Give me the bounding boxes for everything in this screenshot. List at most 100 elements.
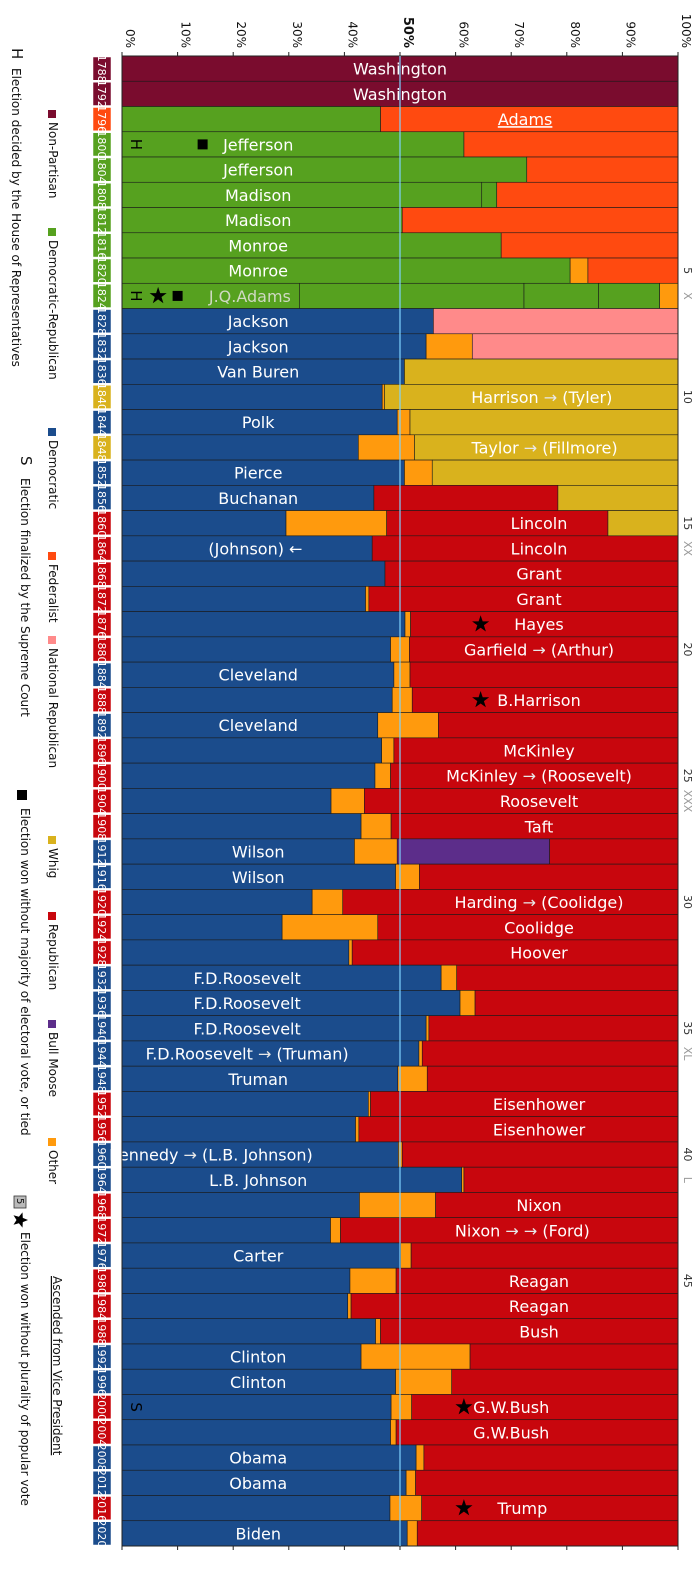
- square-legend-text: Election won without majority of elector…: [18, 808, 32, 1136]
- bar-segment: [121, 636, 391, 663]
- bar-segment: [121, 1495, 391, 1522]
- x-tick-label: 10%: [179, 21, 193, 48]
- bar-segment: [121, 586, 366, 612]
- election-row: 1796 Adams: [92, 105, 679, 133]
- winner-label: McKinley → (Roosevelt): [446, 767, 632, 786]
- year-label: 1808: [95, 181, 108, 209]
- election-row: 1972 Nixon → → (Ford): [92, 1216, 679, 1244]
- x-tick-label: 60%: [457, 21, 471, 48]
- bar-segment: [380, 106, 679, 133]
- year-box: [92, 637, 112, 662]
- election-row: 1864 Lincoln (Johnson) ←: [92, 534, 679, 562]
- bar-segment: [390, 1419, 397, 1446]
- year-box: [92, 410, 112, 435]
- vp-arrow: →: [253, 1045, 277, 1064]
- election-row: 1964 L.B. Johnson: [92, 1166, 679, 1194]
- year-box: [92, 561, 112, 586]
- year-box: [92, 1117, 112, 1142]
- bar-segment: [598, 282, 660, 309]
- winner-label: Adams: [498, 110, 553, 129]
- year-box: [92, 713, 112, 738]
- bar-segment: [121, 687, 393, 713]
- winner-label: G.W.Bush: [473, 1423, 549, 1442]
- election-row: 2016 Trump: [92, 1494, 679, 1522]
- bar-segment: [121, 308, 434, 335]
- year-box: [92, 587, 112, 611]
- winner-label: Monroe: [228, 262, 288, 281]
- vp-arrow: →: [518, 767, 542, 786]
- winner-label: McKinley: [503, 741, 574, 760]
- bar-segment: [121, 1267, 351, 1294]
- year-label: 1888: [95, 686, 108, 714]
- election-row: 1968 Nixon: [92, 1191, 679, 1219]
- election-row: 1940 F.D.Roosevelt: [92, 1014, 679, 1042]
- year-box: [92, 536, 112, 561]
- bar-segment: [370, 1091, 679, 1117]
- year-label: 1788: [95, 55, 108, 83]
- election-row: 2004 G.W.Bush: [92, 1418, 679, 1446]
- bar-segment: [121, 1015, 427, 1042]
- square-marker: [197, 139, 208, 150]
- election-row: 1788 Washington: [92, 55, 679, 83]
- year-label: 1800: [95, 130, 108, 158]
- election-row: 1944 F.D.Roosevelt → (Truman): [92, 1040, 679, 1068]
- winner-label: Trump: [496, 1499, 547, 1518]
- year-box: [92, 1294, 112, 1318]
- election-row: 1920 Harding → (Coolidge): [92, 888, 679, 916]
- year-label: 1960: [95, 1141, 108, 1169]
- year-label: 1900: [95, 762, 108, 790]
- bar-segment: [523, 282, 599, 309]
- bar-segment: [357, 434, 415, 461]
- bar-segment: [347, 1293, 352, 1320]
- bar-segment: [569, 257, 589, 284]
- year-box: [92, 1470, 112, 1495]
- bar-segment: [121, 384, 383, 410]
- year-label: 1892: [95, 711, 108, 739]
- election-row: 1808 Madison: [92, 181, 679, 209]
- election-row: 1952 Eisenhower: [92, 1090, 679, 1118]
- bar-segment: [395, 1267, 679, 1294]
- bar-segment: [121, 737, 382, 764]
- year-label: 1984: [95, 1292, 108, 1320]
- bar-segment: [360, 1343, 471, 1370]
- bar-segment: [431, 459, 679, 486]
- year-box: [92, 1268, 112, 1293]
- bar-segment: [121, 889, 313, 915]
- bar-segment: [410, 611, 679, 638]
- year-label: 1972: [95, 1216, 108, 1244]
- vp-successor: (Arthur): [551, 640, 614, 659]
- year-box: [92, 1142, 112, 1167]
- winner-label: Nixon → → (Ford): [455, 1221, 590, 1240]
- bar-segment: [374, 762, 391, 789]
- year-box: [92, 1218, 112, 1243]
- bar-segment: [121, 838, 355, 865]
- bar-segment: [421, 1040, 679, 1067]
- bar-segment: [409, 661, 679, 688]
- bar-segment: [401, 207, 679, 234]
- election-row: 1984 Reagan: [92, 1292, 679, 1320]
- election-row: 1800 Jefferson H: [92, 130, 679, 158]
- bar-segment: [607, 510, 679, 537]
- bar-segment: [384, 560, 679, 587]
- year-label: 1964: [95, 1166, 108, 1194]
- year-label: 1872: [95, 585, 108, 613]
- year-box: [92, 1167, 112, 1192]
- bar-segment: [405, 1469, 416, 1496]
- bar-segment: [121, 1040, 420, 1067]
- winner-label: Van Buren: [217, 363, 299, 382]
- year-box: [92, 1369, 112, 1394]
- year-label: 1812: [95, 206, 108, 234]
- legend-label-federalist: Federalist: [46, 564, 60, 623]
- bar-segment: [373, 485, 559, 511]
- year-box: [92, 1395, 112, 1419]
- election-row: 1928 Hoover: [92, 939, 679, 967]
- square-marker: [172, 290, 183, 301]
- vp-successor: (Tyler): [562, 388, 612, 407]
- election-row: 1948 Truman: [92, 1065, 679, 1093]
- year-label: 1916: [95, 863, 108, 891]
- winner-label: Monroe: [228, 236, 288, 255]
- house-marker: H: [127, 290, 145, 301]
- year-label: 1992: [95, 1343, 108, 1371]
- year-label: 1832: [95, 332, 108, 360]
- bar-segment: [340, 1217, 679, 1244]
